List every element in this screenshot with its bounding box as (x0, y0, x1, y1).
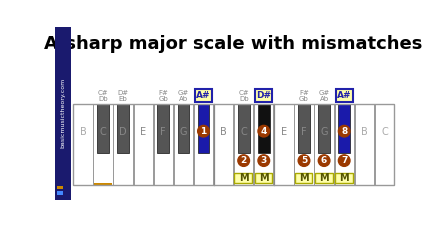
Text: G: G (180, 127, 187, 137)
FancyBboxPatch shape (336, 89, 353, 102)
FancyBboxPatch shape (255, 89, 272, 102)
Text: A#: A# (196, 91, 211, 100)
Text: F#: F# (299, 90, 309, 96)
Text: G#: G# (319, 90, 330, 96)
Text: A#: A# (337, 91, 352, 100)
Text: G#: G# (178, 90, 189, 96)
Bar (178, 104, 189, 153)
Text: M: M (339, 173, 349, 183)
Text: 5: 5 (301, 156, 307, 165)
Bar (254, 104, 273, 185)
Text: D: D (260, 127, 268, 137)
Bar (55, 27, 70, 200)
Bar (94, 182, 112, 186)
Circle shape (258, 125, 270, 137)
Text: F#: F# (158, 90, 168, 96)
Bar (154, 104, 173, 185)
Text: 7: 7 (341, 156, 348, 165)
Text: E: E (140, 127, 146, 137)
Text: M: M (299, 173, 309, 183)
Text: Ab: Ab (179, 96, 188, 102)
Text: E: E (281, 127, 287, 137)
Text: F: F (301, 127, 307, 137)
Text: A: A (341, 127, 348, 137)
Text: Gb: Gb (158, 96, 168, 102)
Bar (73, 104, 92, 185)
Bar (355, 104, 374, 185)
Text: 4: 4 (260, 127, 267, 136)
Text: C: C (381, 127, 388, 137)
FancyBboxPatch shape (335, 173, 353, 183)
Circle shape (198, 125, 209, 137)
Bar (375, 104, 394, 185)
Text: C: C (240, 127, 247, 137)
Text: M: M (239, 173, 249, 183)
FancyBboxPatch shape (235, 173, 252, 183)
Text: 8: 8 (341, 127, 347, 136)
Text: D: D (119, 127, 127, 137)
Text: A-sharp major scale with mismatches: A-sharp major scale with mismatches (44, 35, 422, 53)
Bar (194, 104, 213, 185)
Text: G: G (320, 127, 328, 137)
Text: Db: Db (98, 96, 108, 102)
Bar (298, 104, 310, 153)
Bar (114, 104, 133, 185)
Bar (234, 104, 253, 185)
Bar (97, 104, 109, 153)
Bar (274, 104, 293, 185)
Circle shape (238, 155, 249, 166)
Text: D#: D# (117, 90, 128, 96)
Bar (93, 104, 113, 185)
Circle shape (298, 155, 310, 166)
Text: Db: Db (239, 96, 249, 102)
FancyBboxPatch shape (254, 173, 272, 183)
FancyBboxPatch shape (295, 173, 312, 183)
Text: D#: D# (256, 91, 271, 100)
Bar (57, 191, 63, 195)
Text: B: B (80, 127, 86, 137)
Bar (214, 104, 233, 185)
Text: Gb: Gb (299, 96, 309, 102)
Circle shape (338, 125, 350, 137)
Bar (238, 104, 249, 153)
Circle shape (318, 155, 330, 166)
Bar (334, 104, 354, 185)
Bar (198, 104, 209, 153)
Text: 6: 6 (321, 156, 327, 165)
Bar (174, 104, 193, 185)
Text: A: A (200, 127, 207, 137)
Bar (315, 104, 334, 185)
Bar (294, 104, 314, 185)
Text: M: M (319, 173, 329, 183)
Circle shape (258, 155, 270, 166)
Text: Eb: Eb (119, 96, 128, 102)
Text: C#: C# (238, 90, 249, 96)
Text: Ab: Ab (319, 96, 329, 102)
Circle shape (338, 155, 350, 166)
Text: C: C (99, 127, 106, 137)
Bar (117, 104, 129, 153)
Text: C#: C# (98, 90, 108, 96)
Text: basicmusictheory.com: basicmusictheory.com (60, 78, 65, 148)
Bar (57, 186, 63, 189)
Text: B: B (220, 127, 227, 137)
Bar (318, 104, 330, 153)
Bar (133, 104, 153, 185)
Text: 1: 1 (200, 127, 207, 136)
Bar (338, 104, 350, 153)
FancyBboxPatch shape (315, 173, 333, 183)
Bar (158, 104, 169, 153)
Bar (73, 104, 394, 185)
FancyBboxPatch shape (195, 89, 212, 102)
Bar (258, 104, 270, 153)
Text: M: M (259, 173, 268, 183)
Text: 3: 3 (260, 156, 267, 165)
Text: 2: 2 (241, 156, 247, 165)
Text: B: B (361, 127, 368, 137)
Text: F: F (161, 127, 166, 137)
